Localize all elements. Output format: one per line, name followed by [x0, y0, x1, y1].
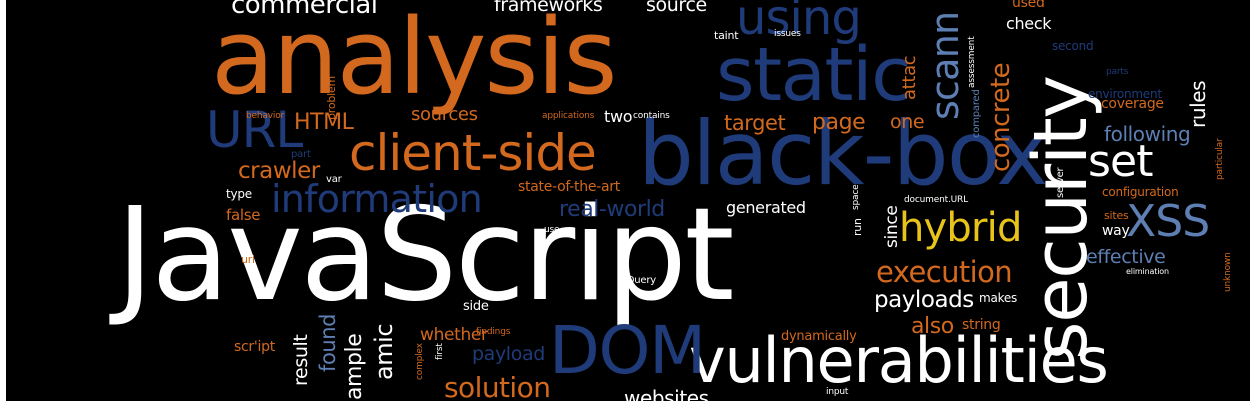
word-applications: applications: [542, 111, 595, 121]
word-target: target: [724, 111, 786, 135]
word-whether: whether: [420, 325, 488, 345]
word-real-world: real-world: [559, 197, 665, 222]
word-amic: amic: [370, 323, 398, 380]
word-part: part: [291, 149, 311, 160]
word-websites: websites: [624, 386, 709, 401]
word-page: page: [812, 110, 866, 135]
word-compared: compared: [971, 89, 982, 138]
word-also: also: [911, 314, 954, 339]
word-scann: scann: [923, 11, 967, 120]
word-server: server: [1055, 167, 1066, 198]
word-space: space: [851, 184, 861, 210]
word-frameworks: frameworks: [494, 0, 603, 16]
word-information: information: [271, 177, 483, 221]
word-second: second: [1052, 39, 1094, 53]
word-configuration: configuration: [1102, 185, 1179, 199]
word-url: URL: [206, 101, 303, 159]
word-black-box: black-box: [638, 102, 1048, 205]
word-string: string: [962, 317, 1001, 333]
word-html: HTML: [294, 110, 354, 135]
word-vulnerabilities: vulnerabilities: [689, 324, 1109, 397]
word-environment: environment: [1088, 87, 1162, 101]
word-sites: sites: [1104, 209, 1129, 222]
word-ample: ample: [342, 333, 367, 400]
word-behavior: behavior: [246, 111, 285, 121]
word-document-url: document.URL: [904, 195, 968, 205]
word-commercial: commercial: [231, 0, 378, 20]
word-input: input: [826, 387, 849, 397]
word-javascript: JavaScript: [116, 181, 735, 330]
word-particular: particular: [1215, 138, 1225, 180]
word-run: run: [851, 218, 864, 236]
word-using: using: [736, 0, 862, 46]
word-hybrid: hybrid: [899, 205, 1022, 251]
word-dom: DOM: [549, 312, 706, 389]
word-sources: sources: [411, 104, 478, 125]
word-first: first: [435, 343, 445, 360]
word-following: following: [1104, 122, 1191, 146]
word-side: side: [463, 299, 489, 314]
word-taint: taint: [714, 29, 739, 42]
word-generated: generated: [726, 198, 806, 217]
word-payloads: payloads: [874, 287, 974, 313]
word-false: false: [226, 206, 261, 224]
word-client-side: client-side: [349, 124, 597, 182]
word-analysis: analysis: [211, 0, 618, 118]
word-contains: contains: [633, 111, 670, 121]
word-two: two: [604, 107, 633, 126]
word-payload: payload: [472, 343, 545, 365]
word-concrete: concrete: [986, 62, 1016, 172]
word-attac: attac: [899, 55, 920, 100]
word-security: security: [1018, 76, 1104, 360]
word-rules: rules: [1186, 80, 1210, 128]
word-makes: makes: [979, 291, 1017, 305]
word-jquery: jQuery: [624, 275, 656, 286]
word-crawler: crawler: [238, 158, 320, 184]
word-type: type: [226, 187, 252, 201]
word-dynamically: dynamically: [781, 329, 857, 344]
word-assessment: assessment: [967, 36, 977, 88]
word-url-small: url: [241, 253, 255, 266]
word-solution: solution: [444, 371, 551, 401]
word-check: check: [1006, 14, 1052, 33]
word-coverage: coverage: [1101, 96, 1164, 112]
word-state-of-the-art: state-of-the-art: [518, 179, 620, 195]
word-one: one: [890, 111, 925, 133]
word-source: source: [646, 0, 707, 16]
word-result: result: [290, 334, 312, 386]
word-elimination: elimination: [1126, 267, 1169, 276]
word-unknown: unknown: [1223, 252, 1233, 292]
word-findings: findings: [476, 327, 511, 337]
word-problem: problem: [325, 76, 338, 120]
word-parts: parts: [1106, 67, 1129, 77]
word-set: set: [1088, 136, 1153, 187]
word-var: var: [326, 174, 342, 185]
word-scr-ipt: scr'ipt: [234, 339, 275, 355]
word-effective: effective: [1086, 246, 1166, 268]
word-cloud-image: JavaScript analysis black-box security s…: [6, 0, 1250, 401]
word-xss: XSS: [1126, 196, 1210, 247]
word-found: found: [316, 313, 340, 372]
word-way: way: [1102, 223, 1130, 239]
word-used: used: [1012, 0, 1045, 11]
word-static: static: [716, 32, 912, 118]
word-execution: execution: [876, 255, 1013, 289]
word-since: since: [882, 205, 902, 248]
word-issues: issues: [774, 29, 801, 39]
word-use: use: [544, 225, 560, 235]
word-complex: complex: [415, 343, 425, 380]
